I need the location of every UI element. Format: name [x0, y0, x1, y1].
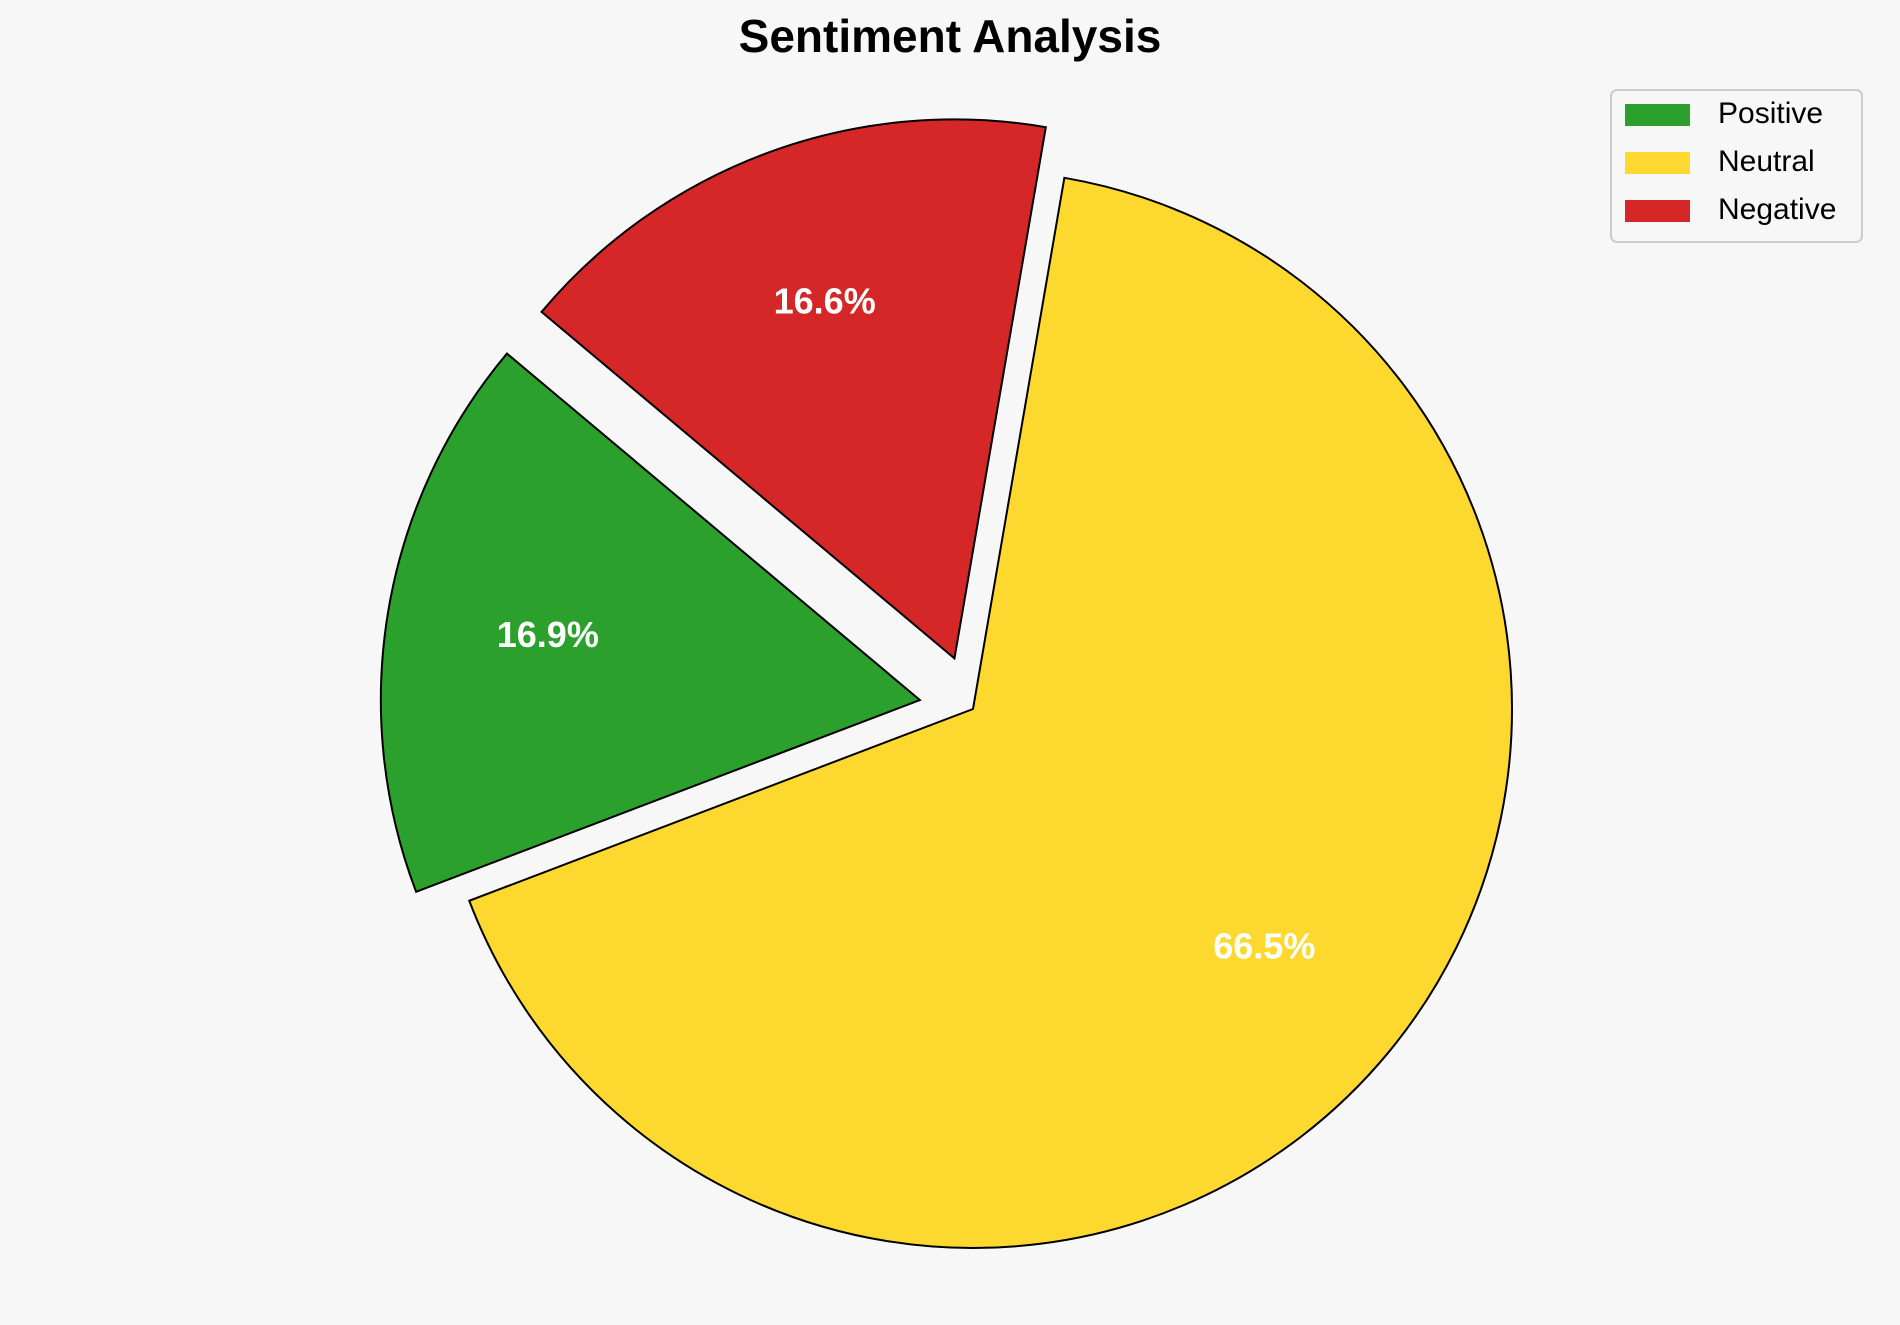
- pie-slice: [540, 118, 1047, 661]
- legend-label: Neutral: [1718, 145, 1815, 178]
- legend-label: Positive: [1718, 97, 1823, 130]
- legend-swatch: [1625, 200, 1690, 222]
- slice-label: 16.9%: [497, 614, 599, 655]
- legend-label: Negative: [1718, 193, 1836, 226]
- chart-title: Sentiment Analysis: [739, 10, 1162, 62]
- pie-slice: [467, 176, 1513, 1249]
- legend-swatch: [1625, 104, 1690, 126]
- slice-label: 16.6%: [774, 281, 876, 322]
- slice-label: 66.5%: [1213, 925, 1315, 966]
- pie-slice: [379, 352, 922, 894]
- legend-swatch: [1625, 152, 1690, 174]
